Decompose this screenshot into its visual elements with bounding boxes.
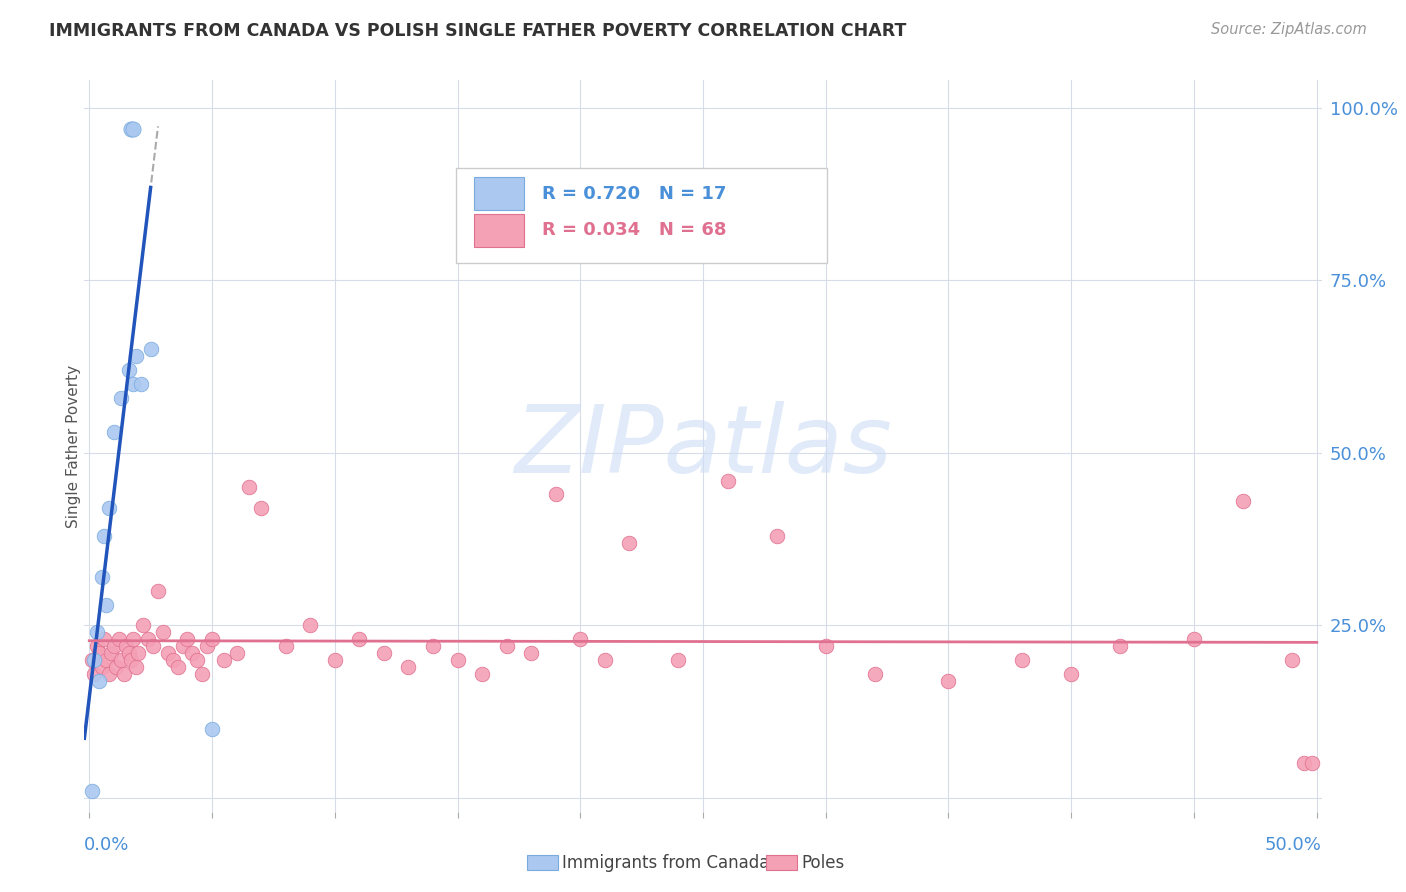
Point <box>1301 756 1323 771</box>
Point <box>593 653 616 667</box>
Point <box>396 660 419 674</box>
Point <box>172 639 194 653</box>
Text: IMMIGRANTS FROM CANADA VS POLISH SINGLE FATHER POVERTY CORRELATION CHART: IMMIGRANTS FROM CANADA VS POLISH SINGLE … <box>49 22 907 40</box>
Y-axis label: Single Father Poverty: Single Father Poverty <box>66 365 80 527</box>
Point <box>110 391 132 405</box>
Point <box>250 501 273 516</box>
FancyBboxPatch shape <box>456 168 827 263</box>
Text: Poles: Poles <box>801 854 845 871</box>
Point <box>83 653 105 667</box>
Point <box>93 529 115 543</box>
Point <box>125 349 148 363</box>
Point <box>214 653 236 667</box>
Point <box>100 646 122 660</box>
Text: R = 0.034   N = 68: R = 0.034 N = 68 <box>543 221 727 239</box>
Text: R = 0.720   N = 17: R = 0.720 N = 17 <box>543 185 727 202</box>
Point <box>166 660 188 674</box>
Point <box>619 535 641 549</box>
Point <box>105 660 128 674</box>
Point <box>1109 639 1132 653</box>
Point <box>139 343 162 357</box>
Point <box>110 653 132 667</box>
Point <box>127 646 149 660</box>
Point <box>544 487 567 501</box>
Point <box>117 646 139 660</box>
Point <box>96 653 118 667</box>
Point <box>122 121 145 136</box>
Point <box>97 666 120 681</box>
Point <box>120 653 142 667</box>
Text: ZIPatlas: ZIPatlas <box>515 401 891 491</box>
Point <box>103 425 125 440</box>
Point <box>107 632 129 647</box>
Point <box>446 653 468 667</box>
Point <box>132 618 155 632</box>
Point <box>86 625 108 640</box>
Point <box>1060 666 1083 681</box>
Point <box>191 666 214 681</box>
Point <box>1281 653 1303 667</box>
Text: 50.0%: 50.0% <box>1265 836 1322 854</box>
Point <box>863 666 886 681</box>
Point <box>103 639 125 653</box>
Point <box>152 625 174 640</box>
Point <box>86 639 108 653</box>
Point <box>349 632 371 647</box>
Point <box>112 666 135 681</box>
Point <box>471 666 494 681</box>
Point <box>97 501 120 516</box>
Point <box>83 666 105 681</box>
Text: Immigrants from Canada: Immigrants from Canada <box>562 854 769 871</box>
Point <box>238 480 260 494</box>
Point <box>156 646 179 660</box>
Point <box>125 660 148 674</box>
Point <box>117 363 139 377</box>
Text: 0.0%: 0.0% <box>84 836 129 854</box>
Point <box>176 632 198 647</box>
Point <box>120 121 142 136</box>
Point <box>96 598 118 612</box>
Point <box>1011 653 1033 667</box>
Point <box>274 639 297 653</box>
Point <box>569 632 592 647</box>
Point <box>129 376 152 391</box>
Point <box>162 653 184 667</box>
Point <box>93 632 115 647</box>
Point <box>201 722 224 736</box>
FancyBboxPatch shape <box>474 214 523 247</box>
Point <box>80 653 103 667</box>
Point <box>1294 756 1316 771</box>
Point <box>186 653 208 667</box>
Point <box>87 673 110 688</box>
Point <box>520 646 543 660</box>
Point <box>495 639 517 653</box>
FancyBboxPatch shape <box>474 178 523 211</box>
Point <box>90 660 112 674</box>
Point <box>181 646 204 660</box>
Point <box>87 646 110 660</box>
Point <box>115 639 138 653</box>
Point <box>422 639 444 653</box>
Point <box>201 632 224 647</box>
Point <box>938 673 960 688</box>
Point <box>225 646 247 660</box>
Point <box>195 639 218 653</box>
Point <box>122 632 145 647</box>
Point <box>373 646 395 660</box>
Point <box>765 529 787 543</box>
Point <box>323 653 346 667</box>
Point <box>1232 494 1254 508</box>
Point <box>716 474 738 488</box>
Point <box>1182 632 1205 647</box>
Point <box>146 583 169 598</box>
Text: Source: ZipAtlas.com: Source: ZipAtlas.com <box>1211 22 1367 37</box>
Point <box>136 632 159 647</box>
Point <box>122 376 145 391</box>
Point <box>814 639 837 653</box>
Point <box>299 618 322 632</box>
Point <box>80 784 103 798</box>
Point <box>90 570 112 584</box>
Point <box>142 639 165 653</box>
Point <box>668 653 690 667</box>
